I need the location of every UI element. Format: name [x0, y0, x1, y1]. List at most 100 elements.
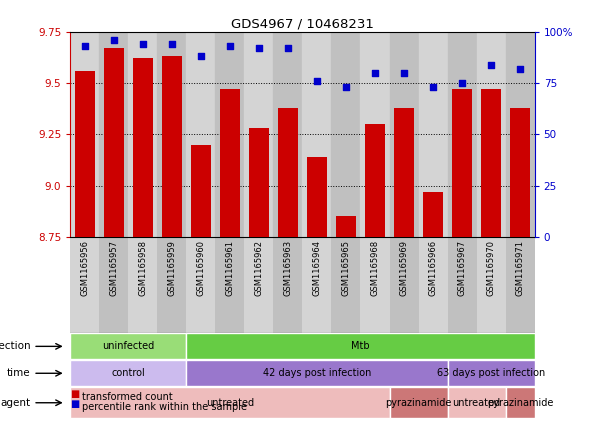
Bar — [100, 32, 128, 237]
Point — [399, 69, 409, 76]
Text: GSM1165968: GSM1165968 — [370, 240, 379, 296]
Bar — [510, 107, 530, 237]
Bar — [419, 237, 447, 333]
Point — [196, 53, 206, 60]
Bar — [70, 32, 99, 237]
Point — [167, 41, 177, 47]
Bar — [220, 89, 240, 237]
Point — [138, 41, 148, 47]
Bar — [216, 237, 244, 333]
Text: GSM1165959: GSM1165959 — [167, 240, 177, 296]
Bar — [423, 192, 443, 237]
Bar — [477, 237, 506, 333]
Bar — [506, 237, 535, 333]
Text: time: time — [7, 368, 31, 378]
Text: GSM1165957: GSM1165957 — [109, 240, 119, 296]
Point — [370, 69, 380, 76]
Text: ■: ■ — [70, 389, 79, 399]
Point — [515, 65, 525, 72]
Bar — [447, 360, 535, 386]
Bar — [394, 107, 414, 237]
Point — [109, 36, 119, 43]
Text: transformed count: transformed count — [82, 392, 174, 402]
Point — [225, 43, 235, 49]
Text: GSM1165964: GSM1165964 — [312, 240, 321, 296]
Bar — [70, 387, 390, 418]
Bar — [100, 237, 128, 333]
Text: GSM1165960: GSM1165960 — [196, 240, 205, 296]
Text: control: control — [111, 368, 145, 378]
Point — [457, 80, 467, 86]
Bar — [365, 124, 385, 237]
Text: uninfected: uninfected — [102, 341, 155, 352]
Bar — [447, 32, 477, 237]
Bar — [278, 107, 298, 237]
Bar — [186, 237, 216, 333]
Bar — [452, 89, 472, 237]
Bar — [128, 32, 158, 237]
Title: GDS4967 / 10468231: GDS4967 / 10468231 — [231, 18, 374, 30]
Bar — [447, 237, 477, 333]
Bar — [249, 128, 269, 237]
Bar — [162, 56, 182, 237]
Text: GSM1165956: GSM1165956 — [80, 240, 89, 296]
Bar — [158, 237, 186, 333]
Text: GSM1165970: GSM1165970 — [486, 240, 496, 296]
Bar — [104, 48, 124, 237]
Text: GSM1165966: GSM1165966 — [428, 240, 437, 296]
Text: GSM1165969: GSM1165969 — [400, 240, 409, 296]
Text: infection: infection — [0, 341, 31, 352]
Bar — [70, 360, 186, 386]
Bar — [70, 237, 99, 333]
Bar — [274, 32, 302, 237]
Text: GSM1165963: GSM1165963 — [284, 240, 293, 296]
Text: 63 days post infection: 63 days post infection — [437, 368, 545, 378]
Text: Mtb: Mtb — [351, 341, 370, 352]
Point — [341, 84, 351, 91]
Point — [80, 43, 90, 49]
Bar — [133, 58, 153, 237]
Bar — [390, 387, 447, 418]
Point — [486, 61, 496, 68]
Bar — [70, 333, 186, 359]
Text: pyrazinamide: pyrazinamide — [386, 398, 452, 408]
Bar — [477, 32, 506, 237]
Bar — [419, 32, 447, 237]
Bar — [390, 237, 419, 333]
Bar — [360, 32, 390, 237]
Bar — [186, 360, 447, 386]
Bar — [481, 89, 501, 237]
Text: untreated: untreated — [453, 398, 500, 408]
Point — [428, 84, 438, 91]
Bar — [186, 333, 535, 359]
Text: GSM1165967: GSM1165967 — [458, 240, 467, 296]
Bar — [244, 237, 274, 333]
Bar — [186, 32, 216, 237]
Bar — [506, 387, 535, 418]
Text: untreated: untreated — [206, 398, 254, 408]
Bar — [191, 145, 211, 237]
Bar — [128, 237, 158, 333]
Bar — [216, 32, 244, 237]
Bar — [158, 32, 186, 237]
Text: GSM1165958: GSM1165958 — [138, 240, 147, 296]
Text: GSM1165965: GSM1165965 — [342, 240, 351, 296]
Bar — [302, 237, 332, 333]
Bar — [331, 237, 360, 333]
Text: pyrazinamide: pyrazinamide — [487, 398, 554, 408]
Bar — [331, 32, 360, 237]
Bar — [360, 237, 390, 333]
Bar — [75, 71, 95, 237]
Bar — [302, 32, 332, 237]
Point — [254, 45, 264, 52]
Text: agent: agent — [1, 398, 31, 408]
Bar — [506, 32, 535, 237]
Bar — [336, 216, 356, 237]
Point — [312, 77, 322, 84]
Bar — [244, 32, 274, 237]
Text: percentile rank within the sample: percentile rank within the sample — [82, 402, 247, 412]
Point — [283, 45, 293, 52]
Bar — [274, 237, 302, 333]
Bar — [447, 387, 506, 418]
Text: GSM1165962: GSM1165962 — [254, 240, 263, 296]
